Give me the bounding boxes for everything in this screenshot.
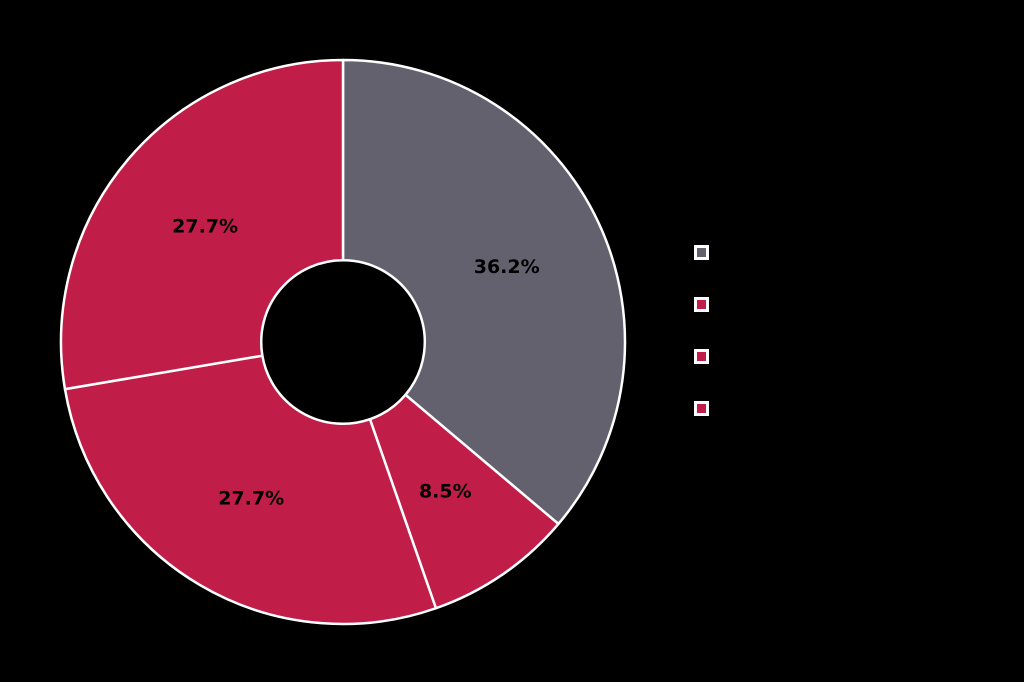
legend-swatch-icon bbox=[694, 401, 709, 416]
slice-label-0: 36.2% bbox=[474, 256, 540, 278]
legend-item-0 bbox=[694, 245, 719, 260]
slice-label-1: 8.5% bbox=[419, 481, 472, 503]
legend-item-1 bbox=[694, 297, 719, 312]
pie-slice-2 bbox=[63, 354, 438, 626]
legend-swatch-icon bbox=[694, 297, 709, 312]
slice-label-2: 27.7% bbox=[218, 487, 284, 509]
legend-swatch-icon bbox=[694, 245, 709, 260]
pie-slice-1 bbox=[368, 393, 560, 610]
slice-label-3: 27.7% bbox=[172, 216, 238, 238]
legend bbox=[694, 245, 719, 416]
legend-swatch-icon bbox=[694, 349, 709, 364]
pie-slice-3 bbox=[59, 58, 345, 391]
legend-item-3 bbox=[694, 401, 719, 416]
pie-slice-0 bbox=[341, 58, 627, 526]
legend-item-2 bbox=[694, 349, 719, 364]
